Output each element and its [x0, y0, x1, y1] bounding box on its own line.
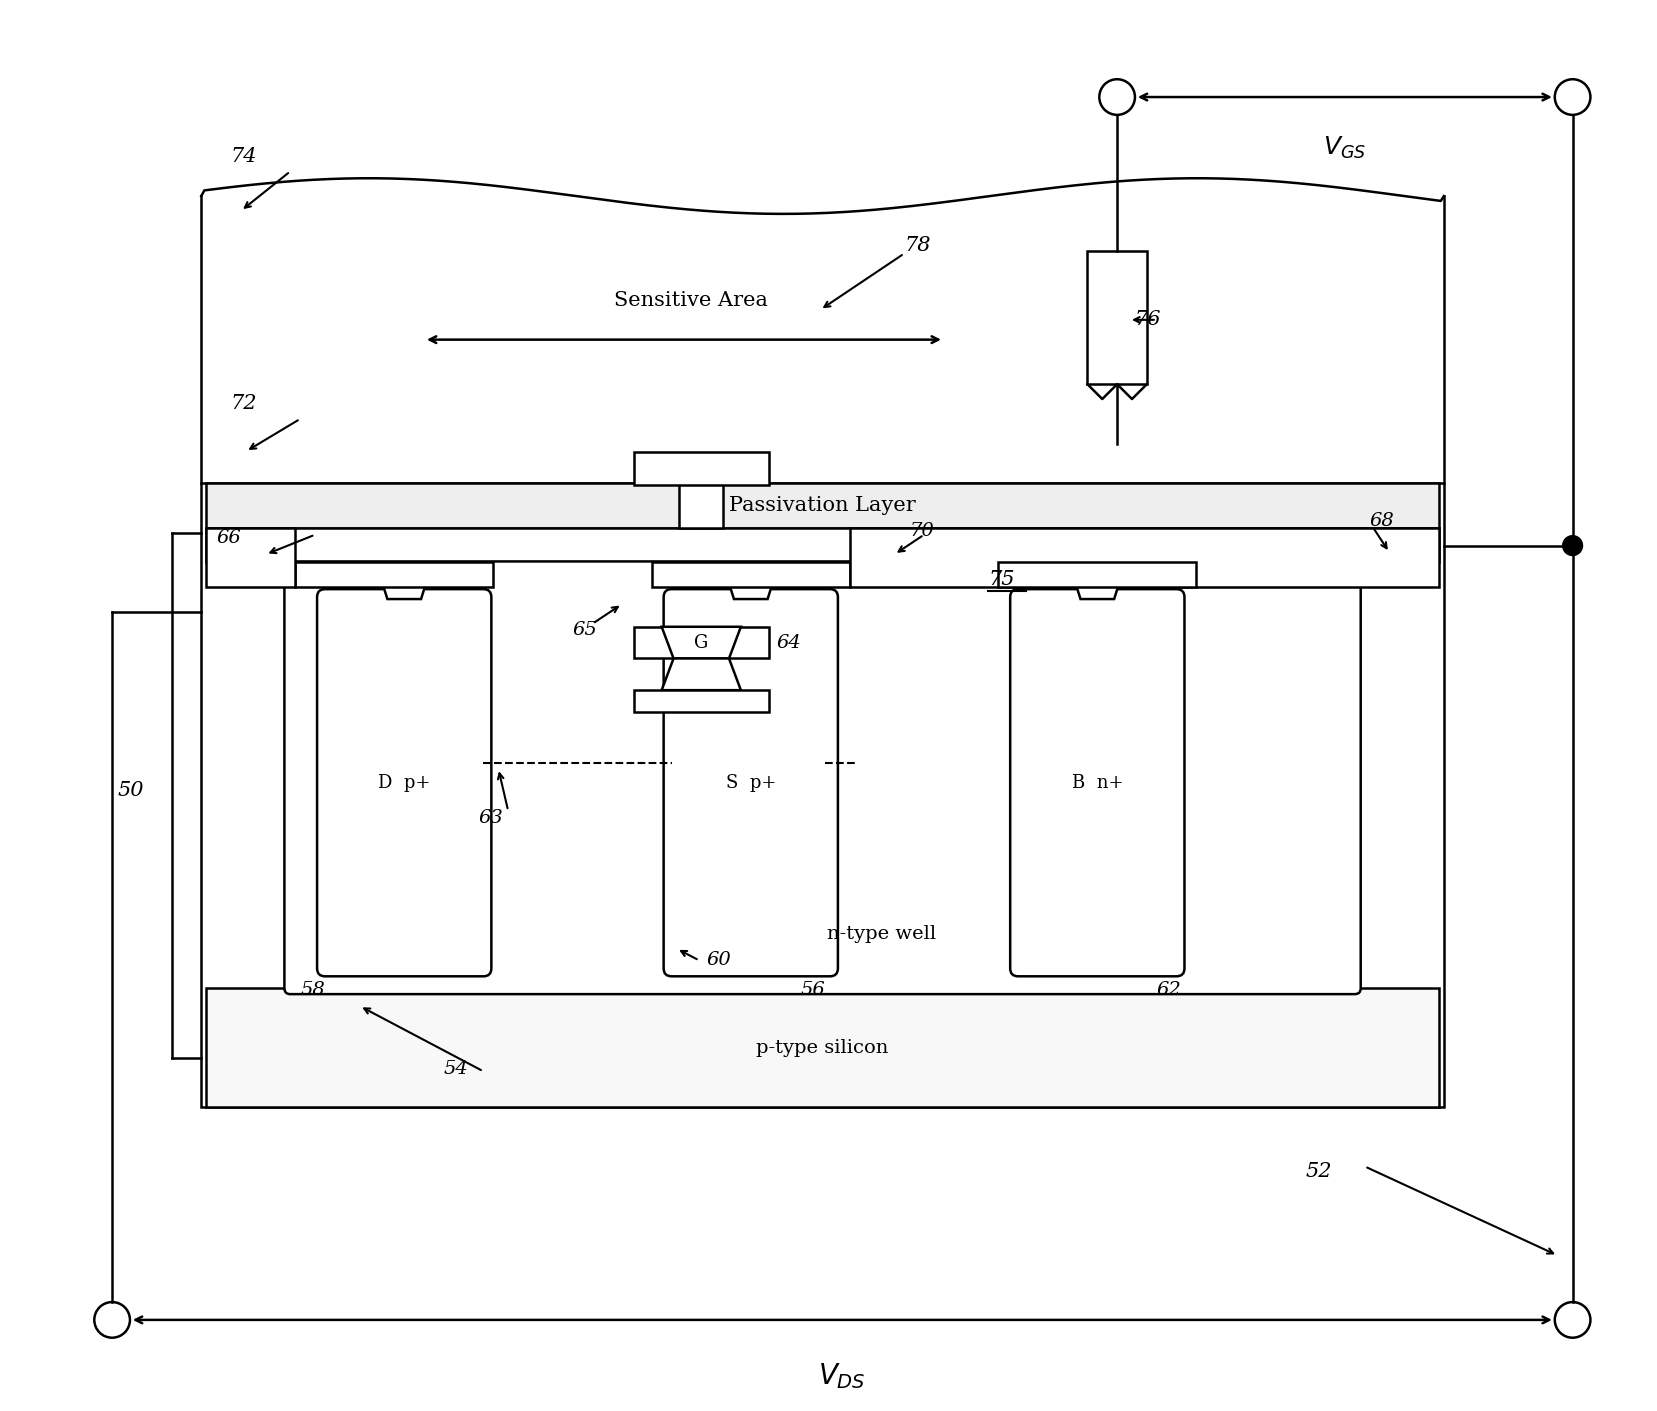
Polygon shape [661, 626, 741, 659]
Text: 65: 65 [573, 621, 597, 639]
Text: 72: 72 [230, 395, 257, 413]
Text: 68: 68 [1370, 512, 1395, 531]
Text: Sensitive Area: Sensitive Area [615, 291, 769, 309]
Bar [295, 563, 494, 587]
Bar [205, 528, 1438, 563]
Text: 66: 66 [215, 529, 240, 546]
Text: 60: 60 [706, 951, 731, 969]
FancyBboxPatch shape [316, 590, 492, 976]
Text: 56: 56 [800, 981, 825, 999]
Bar [200, 483, 1443, 1108]
Polygon shape [378, 567, 431, 600]
Bar [651, 563, 850, 587]
Text: 70: 70 [910, 522, 935, 540]
Text: 76: 76 [1135, 310, 1162, 329]
Text: G: G [694, 634, 709, 652]
Text: 78: 78 [905, 236, 931, 255]
Bar [205, 528, 295, 587]
Text: Passivation Layer: Passivation Layer [729, 497, 915, 515]
Bar [850, 528, 1438, 587]
FancyBboxPatch shape [664, 590, 838, 976]
Bar [205, 988, 1438, 1108]
Bar [205, 483, 1438, 528]
Polygon shape [661, 659, 741, 690]
Text: 52: 52 [1306, 1161, 1332, 1181]
Bar [998, 563, 1196, 587]
FancyBboxPatch shape [285, 562, 1360, 995]
Polygon shape [1070, 567, 1123, 600]
Text: 58: 58 [300, 981, 325, 999]
Text: n-type well: n-type well [827, 924, 936, 943]
Text: 63: 63 [479, 809, 504, 827]
Polygon shape [724, 567, 777, 600]
Text: 64: 64 [777, 634, 802, 652]
Text: B  n+: B n+ [1072, 775, 1123, 792]
FancyBboxPatch shape [1011, 590, 1185, 976]
Bar [635, 690, 769, 713]
Text: D  p+: D p+ [378, 775, 431, 792]
Text: 74: 74 [230, 147, 257, 166]
Text: $V_{DS}$: $V_{DS}$ [819, 1362, 865, 1391]
Bar [635, 626, 769, 659]
Text: 75: 75 [989, 570, 1014, 588]
Bar [679, 483, 722, 528]
Text: 50: 50 [118, 780, 144, 800]
Bar [1087, 251, 1147, 384]
Text: p-type silicon: p-type silicon [756, 1038, 888, 1057]
Bar [635, 452, 769, 485]
Text: $V_{GS}$: $V_{GS}$ [1324, 134, 1367, 161]
Text: S  p+: S p+ [726, 775, 775, 792]
Text: 62: 62 [1157, 981, 1181, 999]
Circle shape [1563, 536, 1582, 556]
Text: 54: 54 [444, 1061, 469, 1078]
